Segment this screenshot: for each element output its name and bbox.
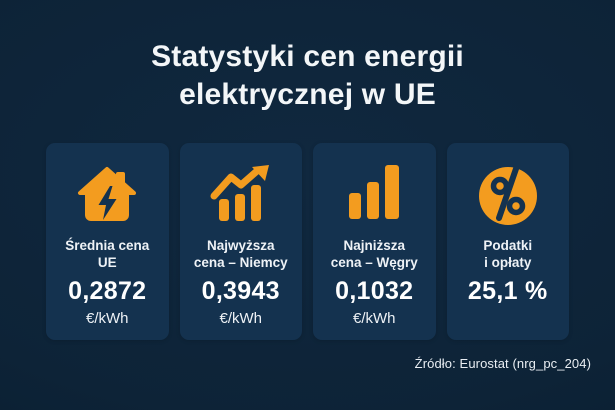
stat-cards-row: Średnia cena UE 0,2872 €/kWh Najwyższa c… <box>46 143 569 340</box>
page-title-line1: Statystyki cen energii <box>151 40 464 73</box>
source-attribution: Źródło: Eurostat (nrg_pc_204) <box>414 356 591 371</box>
stat-card-label: Podatki i opłaty <box>483 238 533 270</box>
stat-card-unit: €/kWh <box>352 310 396 327</box>
bar-chart-icon <box>346 143 402 237</box>
trend-up-chart-icon <box>207 143 275 237</box>
page-title: Statystyki cen energii elektrycznej w UE <box>0 38 615 114</box>
stat-card-label: Średnia cena UE <box>65 238 150 270</box>
stat-card-unit: €/kWh <box>85 310 129 327</box>
stat-card-lowest-hungary: Najniższa cena – Węgry 0,1032 €/kWh <box>313 143 436 340</box>
stat-card-label: Najniższa cena – Węgry <box>330 238 418 270</box>
page-title-line2: elektrycznej w UE <box>179 78 436 111</box>
stat-card-average-eu: Średnia cena UE 0,2872 €/kWh <box>46 143 169 340</box>
stat-card-value: 0,3943 <box>201 277 280 305</box>
percent-circle-icon <box>475 143 541 237</box>
stat-card-unit: €/kWh <box>219 310 262 327</box>
stat-card-value: 25,1 % <box>467 277 548 305</box>
stat-card-value: 0,2872 <box>68 277 147 305</box>
stat-card-label: Najwyższa cena – Niemcy <box>193 238 288 270</box>
stat-card-taxes-fees: Podatki i opłaty 25,1 % <box>446 143 569 340</box>
house-bolt-icon <box>75 143 139 237</box>
stat-card-highest-germany: Najwyższa cena – Niemcy 0,3943 €/kWh <box>179 143 302 340</box>
stat-card-value: 0,1032 <box>335 277 414 305</box>
